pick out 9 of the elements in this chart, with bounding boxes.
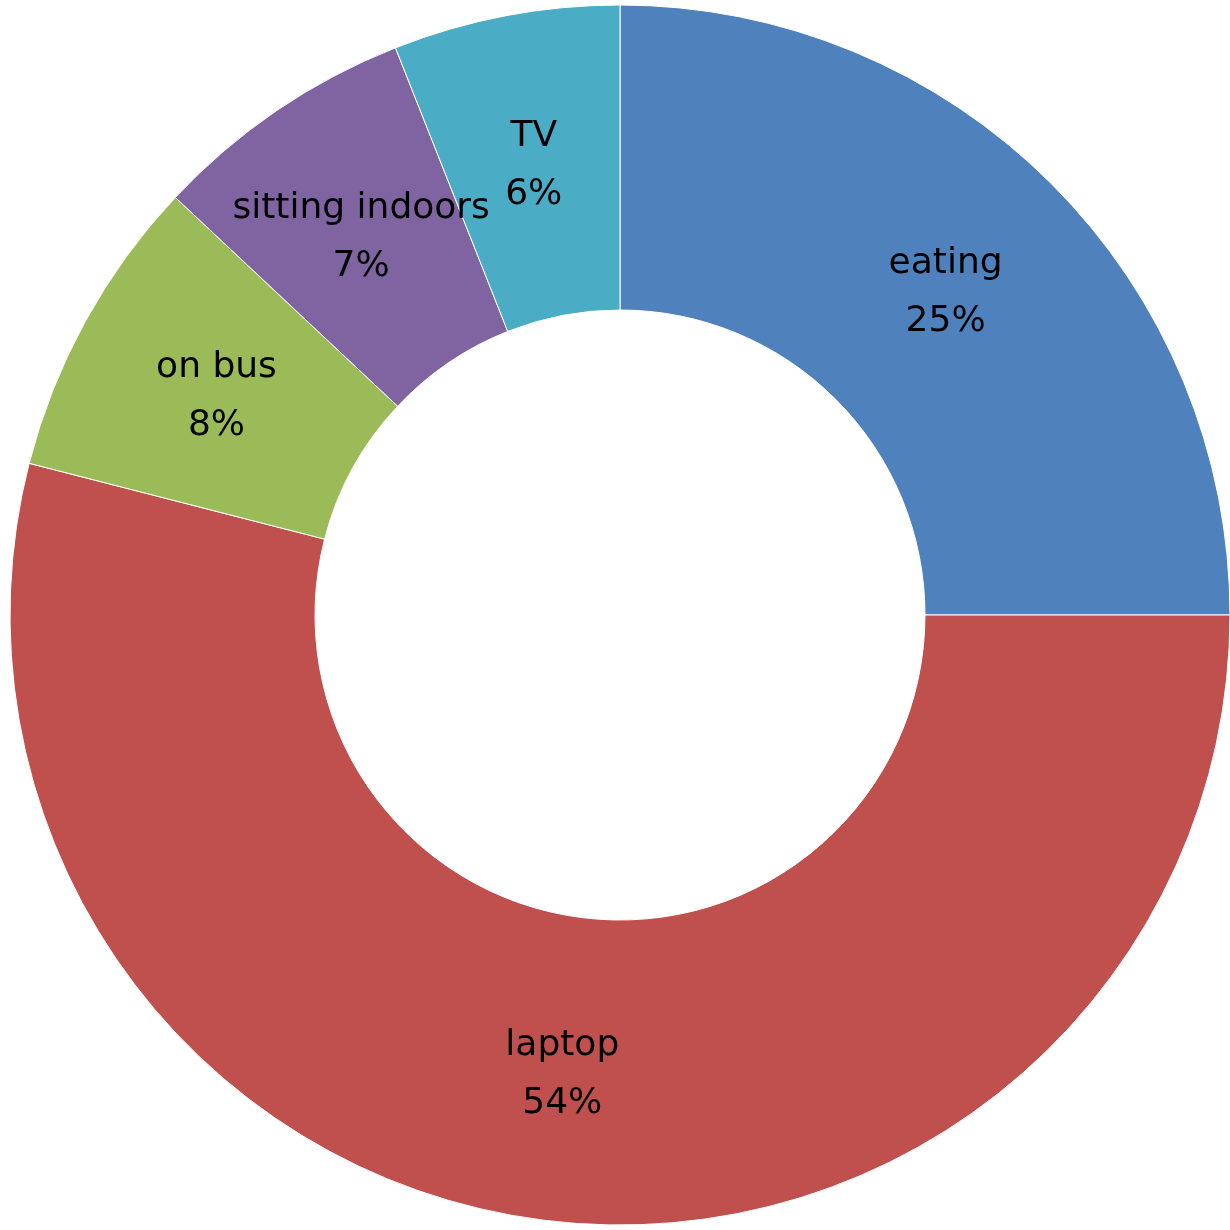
data-label: 25% [905,297,986,339]
data-label: 54% [522,1080,603,1122]
data-label: 7% [332,242,390,284]
data-label: 6% [505,171,563,213]
slice-label: on bus [156,343,277,385]
slice-label: laptop [505,1022,620,1064]
slice-label: TV [509,113,558,155]
slice-label: eating [888,239,1003,281]
data-label: 8% [187,401,246,443]
